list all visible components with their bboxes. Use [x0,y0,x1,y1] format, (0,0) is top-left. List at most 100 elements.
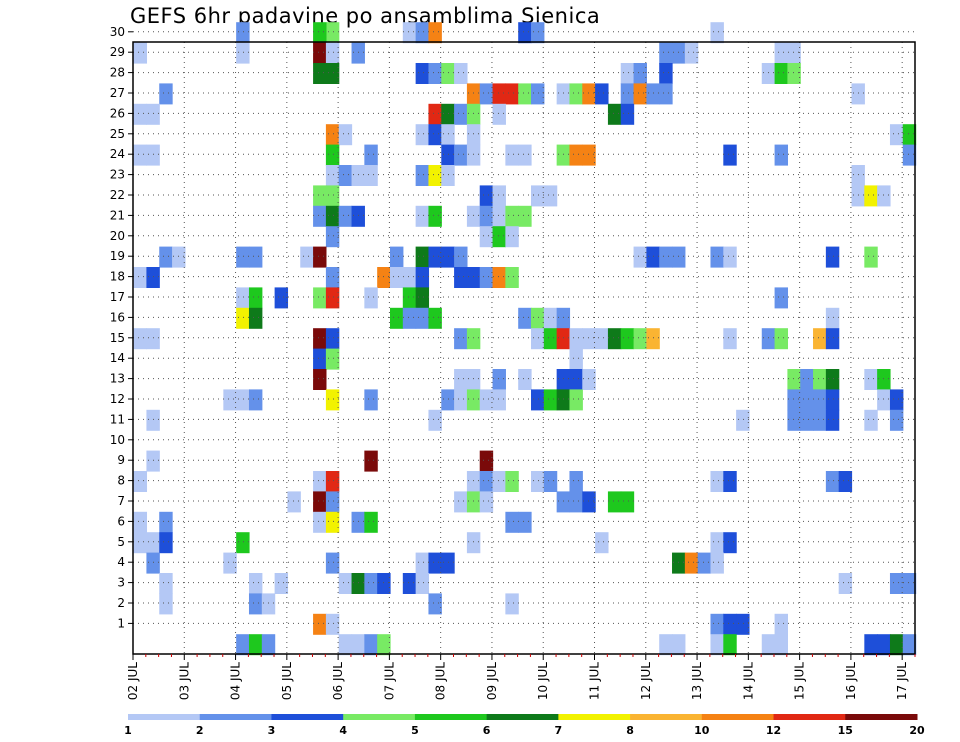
y-tick-label: 26 [110,106,125,120]
colorbar-segment [773,714,846,720]
x-tick-label: 12 JUL [639,662,653,700]
heatmap-cell [146,103,160,125]
x-tick-label: 17 JUL [895,662,909,700]
heatmap-cell [415,63,430,84]
heatmap-cell [864,185,878,207]
heatmap-cell [325,267,340,288]
x-tick-label: 05 JUL [280,662,294,700]
y-tick-label: 18 [110,270,125,284]
heatmap-cell [248,389,263,411]
heatmap-cell [543,389,558,411]
y-tick-label: 27 [110,86,125,100]
colorbar-segment [630,714,703,720]
x-tick-label: 09 JUL [485,662,499,700]
heatmap-cell [377,267,391,288]
heatmap-cell [338,573,353,594]
y-tick-label: 6 [117,514,125,528]
x-tick-label: 14 JUL [741,662,755,700]
y-tick-label: 24 [110,147,125,161]
heatmap-cell [313,22,327,44]
heatmap-cell [313,613,327,635]
heatmap-cell [889,573,904,594]
heatmap-cell [889,124,904,146]
heatmap-cell [325,185,340,207]
heatmap-cell [325,144,340,166]
heatmap-cell [505,593,519,615]
heatmap-cell [761,634,776,656]
heatmap-cell [569,471,583,492]
heatmap-cell [813,409,827,431]
heatmap-cell [146,144,160,166]
heatmap-cell [325,63,340,84]
heatmap-cell [672,634,686,656]
heatmap-cell [620,103,635,125]
heatmap-cell [787,389,801,411]
heatmap-cell [569,328,583,350]
colorbar-segment [845,714,918,720]
heatmap-cell [646,246,660,268]
heatmap-cell [889,634,904,656]
heatmap-cell [415,573,430,594]
heatmap-cell [223,552,237,574]
colorbar-label: 3 [268,724,276,737]
heatmap-cell [402,22,417,44]
heatmap-cell [761,63,776,84]
x-tick-label: 16 JUL [844,662,858,700]
heatmap-cell [787,369,801,390]
heatmap-cell [172,246,186,268]
heatmap-cell [851,185,865,207]
heatmap-cell [236,287,250,309]
colorbar-label: 8 [626,724,634,737]
heatmap-cell [659,634,673,656]
heatmap-cell [313,185,327,207]
heatmap-cell [441,389,455,411]
heatmap-cell [518,205,532,227]
heatmap-cell [466,267,481,288]
heatmap-cell [774,287,789,309]
heatmap-cell [492,83,506,105]
heatmap-cell [787,409,801,431]
heatmap-cell [659,42,673,64]
heatmap-cell [428,124,442,146]
heatmap-cell [800,369,814,390]
heatmap-cell [466,471,481,492]
heatmap-cell [492,369,506,390]
x-axis: 02 JUL 03 JUL 04 JUL 05 JUL 06 JUL 07 JUL 08 J… [126,654,916,700]
heatmap-cell [518,369,532,390]
heatmap-cell [710,22,724,44]
x-tick-label: 15 JUL [793,662,807,700]
heatmap-cell [133,103,148,125]
heatmap-cell [454,328,468,350]
heatmap-cell [877,389,891,411]
heatmap-cell [710,246,724,268]
heatmap-cell [877,185,891,207]
heatmap-cell [800,389,814,411]
heatmap-cell [672,42,686,64]
heatmap-cell [313,369,327,390]
heatmap-cell [325,287,340,309]
heatmap-cell [338,634,353,656]
y-tick-label: 19 [110,249,125,263]
heatmap-cell [774,613,789,635]
colorbar-label: 2 [196,724,204,737]
heatmap-cell [825,409,840,431]
heatmap-cell [351,511,365,533]
heatmap-cell [543,471,558,492]
heatmap-cell [428,63,442,84]
heatmap-cell [466,124,481,146]
heatmap-cell [402,267,417,288]
heatmap-cell [531,83,545,105]
heatmap-cell [659,63,673,84]
heatmap-cell [313,246,327,268]
y-tick-label: 29 [110,45,125,59]
heatmap-cell [902,573,917,594]
heatmap-cell [364,634,378,656]
heatmap-cell [338,124,353,146]
y-axis: 1234567891011121314151617181920212223242… [110,25,133,630]
heatmap-cell [646,328,660,350]
heatmap-cell [415,267,430,288]
heatmap-cell [582,328,596,350]
y-tick-label: 9 [117,453,125,467]
heatmap-cell [633,63,647,84]
heatmap-cell [877,634,891,656]
